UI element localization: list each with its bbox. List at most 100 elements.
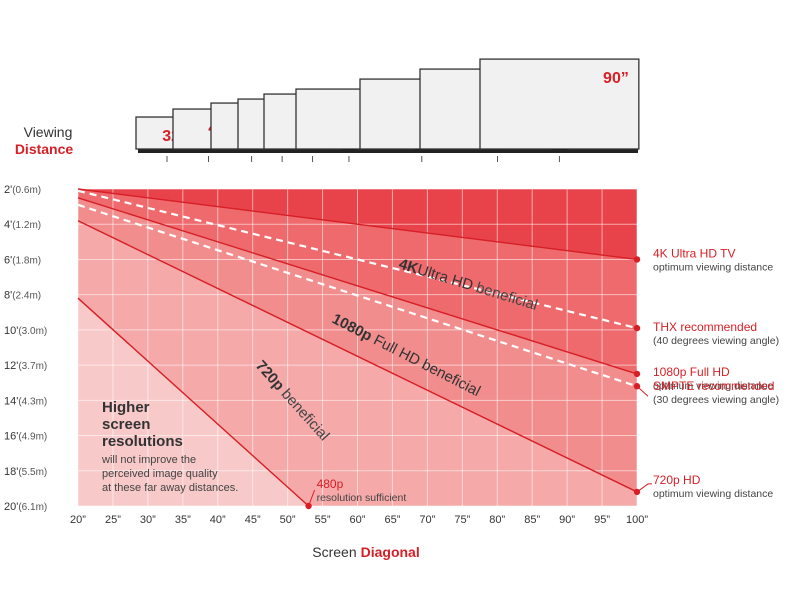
series-sublabel-2: optimum viewing distance <box>653 380 773 392</box>
y-tick-m-0: (0.6m) <box>12 185 41 196</box>
y-axis-title-line2: Distance <box>15 141 74 157</box>
series-label-3: SMPTE recommended <box>653 379 774 393</box>
series-sublabel-1: (40 degrees viewing angle) <box>653 335 779 347</box>
x-tick-labels: 20” 25” 30” 35” 40” 45” 50” 55” 60” 65” 70” 75” 80” 8… <box>70 514 648 526</box>
x-tick-9: 65” <box>384 514 400 526</box>
note-heading-line3: resolutions <box>102 433 183 450</box>
tv-stand-40 <box>200 149 217 152</box>
series-label-1: THX recommended <box>653 320 757 334</box>
x-tick-7: 55” <box>315 514 331 526</box>
y-tick-5: 12'(3.7m) <box>4 360 47 372</box>
x-tick-3: 35” <box>175 514 191 526</box>
line-480p <box>77 297 310 507</box>
x-tick-11: 75” <box>454 514 470 526</box>
y-tick-ft-9: 20' <box>4 501 18 513</box>
x-tick-2: 30” <box>140 514 156 526</box>
region-label-4k-bold: 4K <box>397 256 420 278</box>
series-marker-2 <box>633 370 641 378</box>
note-heading-line2: screen <box>102 416 150 433</box>
tv-base-shelf <box>138 149 638 153</box>
note-body-line3: at these far away distances. <box>102 482 238 494</box>
y-tick-m-6: (4.3m) <box>18 396 47 407</box>
connector-720p <box>636 483 652 493</box>
y-tick-ft-5: 12' <box>4 360 18 372</box>
series-label-2: 1080p Full HD <box>653 365 730 379</box>
threshold-lines <box>77 188 638 507</box>
x-tick-16: 100” <box>626 514 648 526</box>
y-tick-1: 4'(1.2m) <box>4 219 41 231</box>
y-tick-m-1: (1.2m) <box>12 220 41 231</box>
y-tick-ft-4: 10' <box>4 325 18 337</box>
y-tick-8: 18'(5.5m) <box>4 466 47 478</box>
series-sublabel-0: optimum viewing distance <box>653 261 773 273</box>
note-heading-line1: Higher <box>102 399 150 416</box>
tv-stand-50 <box>274 149 291 152</box>
series-marker-0 <box>633 256 641 263</box>
y-tick-labels: 2'(0.6m) 4'(1.2m) 6'(1.8m) 8'(2.4m) 10'(3.0m… <box>4 184 47 513</box>
tv-stand-60 <box>340 149 357 152</box>
x-tick-4: 40” <box>210 514 226 526</box>
y-axis-title-line1: Viewing <box>24 124 73 140</box>
line-1080p <box>77 197 638 375</box>
x-tick-5: 45” <box>245 514 261 526</box>
y-tick-ft-3: 8' <box>4 290 12 302</box>
y-tick-m-4: (3.0m) <box>18 326 47 337</box>
y-tick-ft-2: 6' <box>4 254 12 266</box>
series-sublabel-5: resolution sufficient <box>317 492 407 504</box>
y-tick-ft-7: 16' <box>4 431 18 443</box>
series-sublabel-4: optimum viewing distance <box>653 488 773 500</box>
y-tick-2: 6'(1.8m) <box>4 254 41 266</box>
x-axis-title-emphasis: Diagonal <box>361 544 420 560</box>
series-label-5: 480p <box>317 477 344 491</box>
connector-480p <box>308 489 316 507</box>
series-label-4: 720p HD <box>653 473 701 487</box>
series-sublabel-3: (30 degrees viewing angle) <box>653 394 779 406</box>
note-text-block: Higher screen resolutions will not impro… <box>101 399 238 494</box>
y-tick-m-8: (5.5m) <box>18 467 47 478</box>
x-tick-14: 90” <box>559 514 575 526</box>
y-tick-7: 16'(4.9m) <box>4 431 47 443</box>
tv-stand-46 <box>243 149 260 152</box>
x-tick-8: 60” <box>350 514 366 526</box>
x-tick-12: 80” <box>489 514 505 526</box>
connector-smpte <box>636 385 649 397</box>
line-smpte <box>77 203 638 388</box>
y-tick-ft-8: 18' <box>4 466 18 478</box>
x-tick-10: 70” <box>419 514 435 526</box>
tv-label-90: 90” <box>603 70 629 87</box>
series-label-0: 4K Ultra HD TV <box>653 246 735 260</box>
x-axis-title: Screen Diagonal <box>312 544 419 560</box>
tv-stand-32 <box>159 149 175 152</box>
series-marker-5 <box>305 502 312 510</box>
tv-stand-55 <box>304 149 321 152</box>
tv-size-illustrations: 32”40”46”50”55”60”70”80”90” <box>135 58 640 162</box>
y-tick-6: 14'(4.3m) <box>4 395 47 407</box>
y-tick-3: 8'(2.4m) <box>4 290 41 302</box>
y-tick-m-7: (4.9m) <box>18 432 47 443</box>
y-tick-ft-0: 2' <box>4 184 12 196</box>
y-tick-0: 2'(0.6m) <box>4 184 41 196</box>
y-tick-4: 10'(3.0m) <box>4 325 47 337</box>
y-tick-m-2: (1.8m) <box>12 255 41 266</box>
y-tick-m-3: (2.4m) <box>12 291 41 302</box>
x-tick-1: 25” <box>105 514 121 526</box>
y-tick-ft-6: 14' <box>4 395 18 407</box>
series-marker-1 <box>633 324 641 332</box>
line-720p <box>77 220 638 493</box>
tv-stand-80 <box>489 149 506 152</box>
x-tick-13: 85” <box>524 514 540 526</box>
note-body-line2: perceived image quality <box>102 468 218 480</box>
x-tick-6: 50” <box>280 514 296 526</box>
y-tick-m-5: (3.7m) <box>18 361 47 372</box>
y-tick-m-9: (6.1m) <box>18 502 47 513</box>
x-tick-0: 20” <box>70 514 86 526</box>
y-tick-ft-1: 4' <box>4 219 12 231</box>
tv-stand-90 <box>551 149 568 152</box>
x-axis-title-prefix: Screen <box>312 544 356 560</box>
line-4k <box>77 188 638 261</box>
note-body-line1: will not improve the <box>101 454 196 466</box>
x-tick-15: 95” <box>594 514 610 526</box>
tv-90 <box>479 58 640 150</box>
